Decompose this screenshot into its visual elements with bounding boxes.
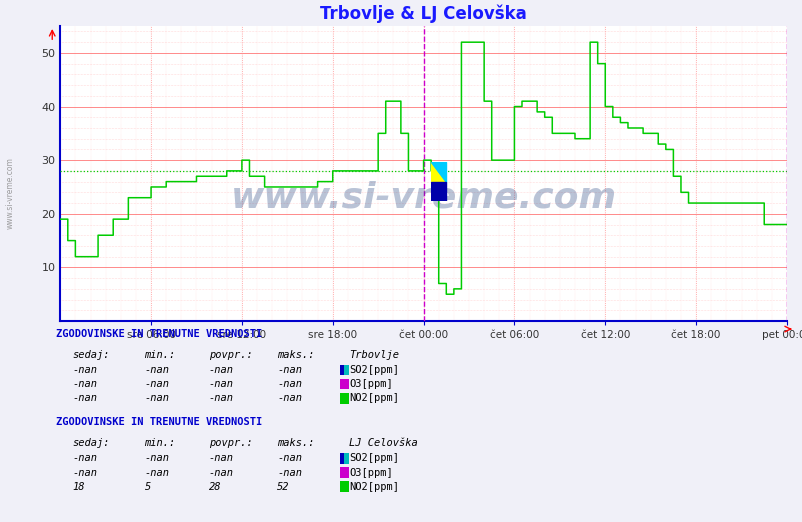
Text: -nan: -nan [277, 468, 302, 478]
Text: www.si-vreme.com: www.si-vreme.com [230, 180, 616, 214]
Polygon shape [430, 182, 445, 201]
Text: -nan: -nan [209, 454, 233, 464]
Text: -nan: -nan [72, 379, 97, 389]
Text: -nan: -nan [209, 365, 233, 375]
Polygon shape [430, 162, 445, 182]
Text: 28: 28 [209, 482, 221, 492]
Text: NO2[ppm]: NO2[ppm] [349, 394, 399, 404]
Text: ZGODOVINSKE IN TRENUTNE VREDNOSTI: ZGODOVINSKE IN TRENUTNE VREDNOSTI [56, 417, 262, 427]
Text: 18: 18 [72, 482, 85, 492]
Text: -nan: -nan [72, 468, 97, 478]
Text: www.si-vreme.com: www.si-vreme.com [6, 157, 15, 229]
Text: sedaj:: sedaj: [72, 438, 110, 448]
Text: ZGODOVINSKE IN TRENUTNE VREDNOSTI: ZGODOVINSKE IN TRENUTNE VREDNOSTI [56, 329, 262, 339]
Text: 52: 52 [277, 482, 290, 492]
Text: -nan: -nan [277, 394, 302, 404]
Text: NO2[ppm]: NO2[ppm] [349, 482, 399, 492]
Text: maks.:: maks.: [277, 438, 314, 448]
Polygon shape [430, 162, 445, 182]
Text: -nan: -nan [72, 454, 97, 464]
Text: -nan: -nan [72, 394, 97, 404]
Text: O3[ppm]: O3[ppm] [349, 468, 392, 478]
Text: -nan: -nan [144, 365, 169, 375]
Text: -nan: -nan [209, 379, 233, 389]
Text: -nan: -nan [209, 468, 233, 478]
Text: -nan: -nan [72, 365, 97, 375]
Text: -nan: -nan [277, 379, 302, 389]
Text: sedaj:: sedaj: [72, 350, 110, 360]
Text: -nan: -nan [144, 454, 169, 464]
Text: min.:: min.: [144, 438, 176, 448]
Text: SO2[ppm]: SO2[ppm] [349, 454, 399, 464]
Text: SO2[ppm]: SO2[ppm] [349, 365, 399, 375]
Text: LJ Celovška: LJ Celovška [349, 438, 418, 448]
Text: maks.:: maks.: [277, 350, 314, 360]
Title: Trbovlje & LJ Celovška: Trbovlje & LJ Celovška [320, 5, 526, 23]
Text: -nan: -nan [277, 365, 302, 375]
Text: -nan: -nan [277, 454, 302, 464]
Text: -nan: -nan [209, 394, 233, 404]
Text: -nan: -nan [144, 379, 169, 389]
Text: 5: 5 [144, 482, 151, 492]
Text: povpr.:: povpr.: [209, 350, 252, 360]
Text: O3[ppm]: O3[ppm] [349, 379, 392, 389]
Text: Trbovlje: Trbovlje [349, 350, 399, 360]
Text: povpr.:: povpr.: [209, 438, 252, 448]
Text: min.:: min.: [144, 350, 176, 360]
Text: -nan: -nan [144, 394, 169, 404]
Text: -nan: -nan [144, 468, 169, 478]
